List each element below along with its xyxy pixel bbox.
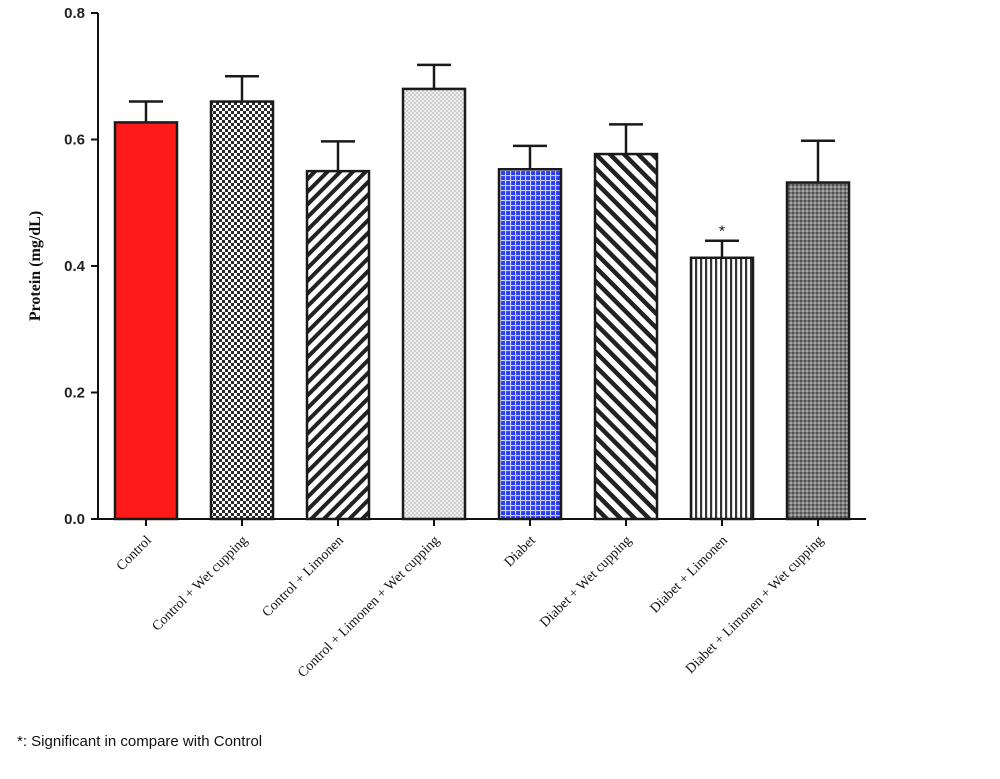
x-tick-label: Control + Limonen <box>260 533 347 620</box>
bar-chart: Protein (mg/dL) 0.0 0.2 0.4 0.6 0.8 * Contro… <box>27 5 866 681</box>
bar <box>497 167 563 521</box>
y-tick-label: 0.4 <box>64 258 86 275</box>
bar <box>785 181 851 521</box>
bar <box>305 169 371 521</box>
y-tick-label: 0.6 <box>64 132 85 149</box>
y-tick-label: 0.0 <box>64 511 85 528</box>
bar <box>209 100 275 521</box>
x-tick-label: Diabet + Limonen <box>648 533 731 616</box>
bars-group: * <box>113 63 851 521</box>
bar <box>113 121 179 521</box>
x-tick-label: Diabet <box>502 533 539 570</box>
footnote: *: Significant in compare with Control <box>17 733 263 750</box>
x-tick-label: Diabet + Wet cupping <box>537 533 634 630</box>
bar <box>401 87 467 521</box>
x-tick-label: Control <box>114 533 155 574</box>
y-axis: 0.0 0.2 0.4 0.6 0.8 <box>64 5 99 528</box>
significance-marker: * <box>719 224 725 241</box>
x-tick-label: Control + Wet cupping <box>150 533 251 634</box>
y-tick-label: 0.2 <box>64 385 85 402</box>
bar <box>689 256 755 521</box>
bar <box>593 152 659 521</box>
y-axis-label: Protein (mg/dL) <box>27 211 44 321</box>
y-tick-label: 0.8 <box>64 5 85 22</box>
